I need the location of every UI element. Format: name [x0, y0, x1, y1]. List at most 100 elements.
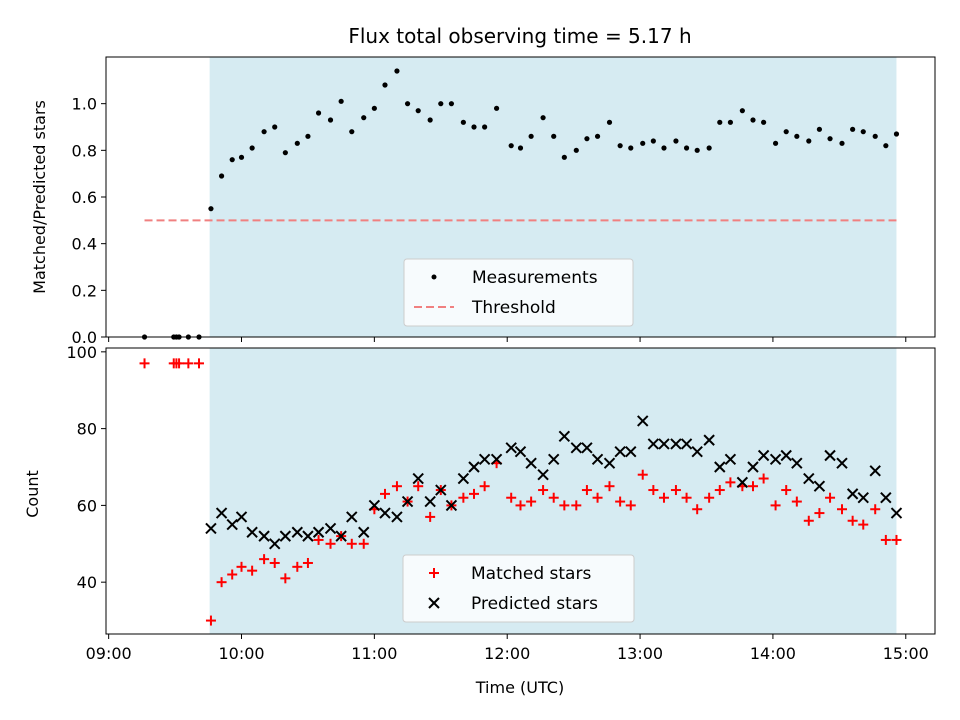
ratio-y-tick-label: 0.8: [72, 141, 97, 160]
measurement-point: [872, 133, 878, 139]
measurement-point: [606, 119, 613, 125]
matched-star-point: [592, 492, 603, 503]
matched-star-point: [216, 577, 227, 588]
measurement-point: [460, 119, 466, 125]
predicted-star-point: [302, 530, 314, 542]
ratio-y-tick-label: 0.2: [72, 281, 97, 300]
matched-star-point: [259, 554, 270, 565]
measurement-point: [471, 124, 477, 130]
predicted-star-point: [505, 442, 517, 454]
measurement-point: [493, 105, 500, 111]
predicted-star-point: [525, 457, 537, 469]
count-x-tick-label: 11:00: [351, 644, 397, 663]
matched-star-point: [571, 500, 582, 511]
predicted-star-point: [691, 445, 703, 458]
predicted-star-point: [279, 530, 292, 542]
measurement-point: [540, 115, 546, 121]
matched-star-point: [469, 488, 480, 499]
predicted-star-point: [346, 511, 358, 523]
predicted-star-point: [791, 457, 803, 469]
predicted-star-point: [324, 522, 337, 535]
measurement-point: [294, 140, 300, 146]
predicted-star-point: [205, 522, 217, 535]
predicted-star-point: [235, 511, 248, 523]
predicted-star-point: [769, 453, 782, 466]
matched-star-point: [515, 500, 526, 511]
predicted-star-point: [269, 538, 281, 550]
matched-star-point: [637, 469, 648, 480]
predicted-star-point: [335, 530, 347, 542]
predicted-star-point: [490, 453, 503, 466]
measurement-point: [772, 140, 779, 146]
matched-star-point: [747, 481, 758, 492]
legend-measurements-marker: [431, 274, 437, 280]
matched-star-point: [615, 496, 626, 507]
ratio-y-axis-label: Matched/Predicted stars: [30, 100, 49, 294]
count-x-axis-label: Time (UTC): [475, 678, 564, 697]
matched-star-point: [692, 504, 703, 515]
measurement-point: [208, 206, 214, 212]
measurement-point: [893, 131, 900, 137]
matched-star-point: [183, 358, 194, 369]
matched-star-point: [538, 485, 549, 496]
predicted-star-point: [603, 457, 616, 469]
predicted-star-point: [291, 526, 304, 538]
matched-star-point: [269, 557, 280, 568]
measurement-point: [427, 117, 433, 123]
ratio-legend: Measurements Threshold: [403, 258, 634, 327]
predicted-star-point: [478, 453, 491, 466]
matched-star-point: [526, 496, 537, 507]
legend-predicted-label: Predicted stars: [471, 594, 598, 614]
measurement-point: [361, 115, 367, 121]
matched-star-point: [681, 492, 692, 503]
measurements-series: [141, 68, 900, 340]
matched-star-point: [458, 492, 469, 503]
matched-star-point: [847, 515, 858, 526]
predicted-star-point: [813, 480, 826, 492]
matched-star-point: [880, 534, 891, 545]
count-y-axis-label: Count: [23, 470, 42, 518]
predicted-star-point: [824, 449, 836, 462]
measurement-point: [261, 129, 267, 135]
predicted-stars-series: [205, 415, 903, 550]
count-y-tick-label: 80: [77, 420, 97, 439]
measurement-point: [249, 145, 255, 151]
predicted-star-point: [514, 445, 527, 458]
matched-star-point: [346, 538, 357, 549]
predicted-star-point: [401, 495, 414, 508]
predicted-star-point: [570, 442, 583, 454]
measurement-point: [448, 101, 455, 107]
matched-star-point: [559, 500, 570, 511]
predicted-star-point: [424, 495, 436, 508]
matched-star-point: [236, 561, 247, 572]
predicted-star-point: [558, 430, 571, 443]
matched-star-point: [193, 358, 204, 369]
measurement-point: [371, 105, 377, 111]
measurement-point: [394, 68, 400, 74]
count-legend: Matched stars Predicted stars: [402, 554, 635, 623]
measurement-point: [727, 119, 734, 125]
measurement-point: [438, 101, 444, 107]
measurement-point: [706, 145, 712, 151]
ratio-y-tick-label: 0.4: [72, 235, 97, 254]
count-x-tick-label: 12:00: [484, 644, 530, 663]
measurement-point: [551, 133, 557, 139]
matched-star-point: [548, 492, 559, 503]
ratio-panel: 0.0 0.2 0.4 0.6 0.8 1.0 Flux total observing …: [30, 24, 936, 347]
measurement-point: [661, 145, 667, 151]
matched-star-point: [670, 485, 681, 496]
measurement-point: [272, 124, 278, 130]
count-x-tick-label: 10:00: [218, 644, 264, 663]
count-x-tick-label: 14:00: [750, 644, 796, 663]
matched-star-point: [791, 496, 802, 507]
matched-star-point: [891, 534, 902, 545]
measurement-point: [517, 145, 524, 151]
predicted-star-point: [435, 484, 447, 496]
predicted-star-point: [412, 472, 424, 485]
predicted-star-point: [368, 499, 381, 512]
matched-star-point: [139, 358, 150, 369]
predicted-star-point: [857, 492, 869, 504]
measurement-point: [528, 133, 534, 139]
predicted-star-point: [537, 468, 549, 481]
